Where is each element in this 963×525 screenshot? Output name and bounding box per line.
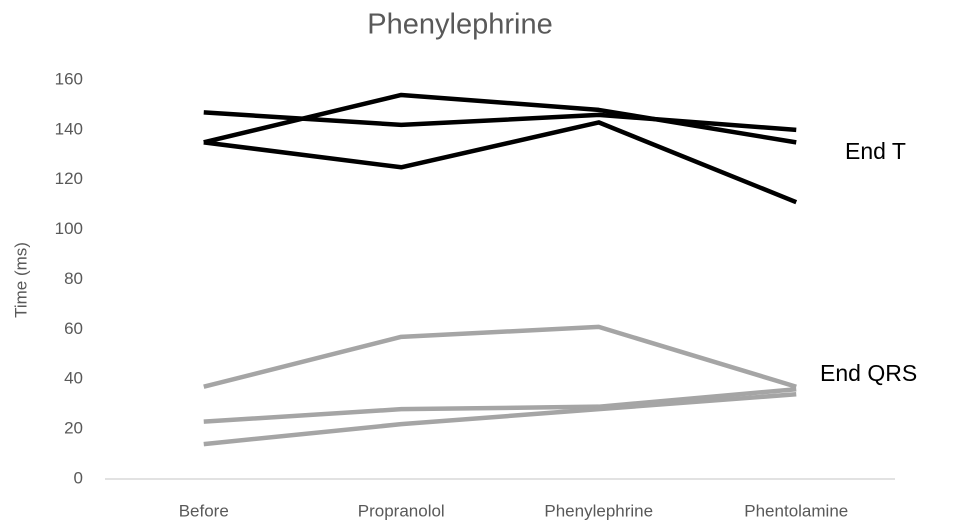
y-tick-label: 160 bbox=[55, 69, 83, 88]
y-tick-label: 80 bbox=[64, 269, 83, 288]
y-tick-label: 20 bbox=[64, 419, 83, 438]
annotation: End QRS bbox=[820, 360, 917, 386]
series-line bbox=[203, 324, 797, 389]
y-tick-label: 0 bbox=[74, 468, 83, 487]
y-tick-label: 60 bbox=[64, 319, 83, 338]
annotation: End T bbox=[845, 138, 906, 164]
x-tick-label: Propranolol bbox=[358, 501, 445, 520]
y-tick-label: 140 bbox=[55, 119, 83, 138]
y-axis-label: Time (ms) bbox=[11, 242, 30, 318]
x-tick-label: Before bbox=[179, 501, 229, 520]
x-tick-label: Phentolamine bbox=[744, 501, 848, 520]
series-line bbox=[203, 120, 798, 205]
chart-title: Phenylephrine bbox=[367, 9, 552, 41]
series-line bbox=[203, 386, 797, 424]
x-tick-label: Phenylephrine bbox=[544, 501, 653, 520]
y-tick-label: 120 bbox=[55, 169, 83, 188]
y-tick-label: 100 bbox=[55, 219, 83, 238]
y-tick-label: 40 bbox=[64, 369, 83, 388]
series-line bbox=[203, 92, 797, 145]
series-line bbox=[203, 391, 797, 447]
